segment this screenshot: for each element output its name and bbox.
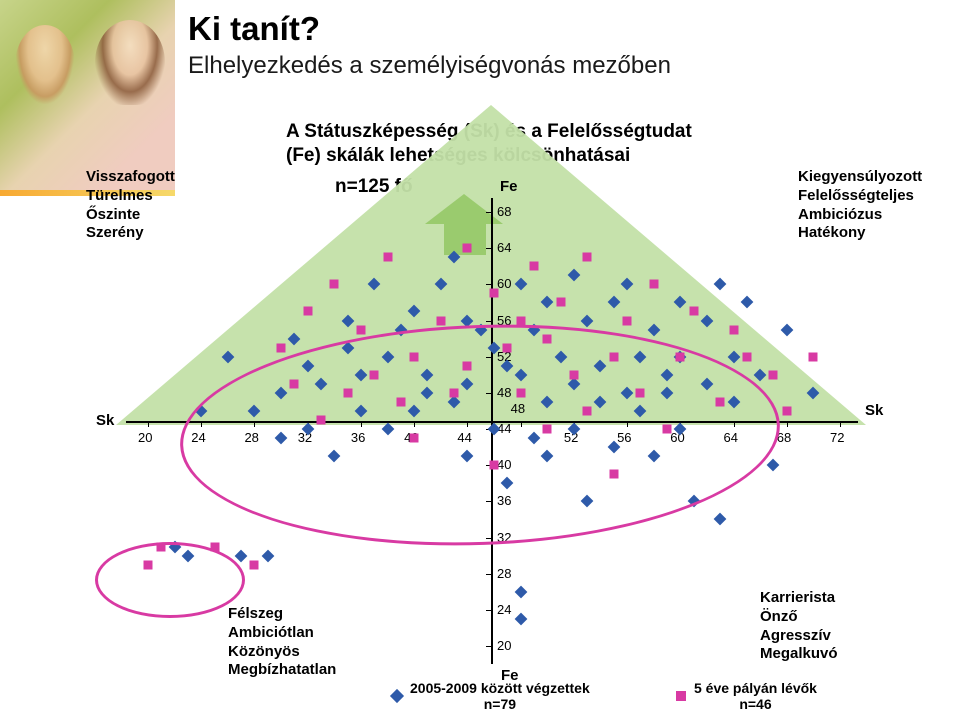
y-tick-label: 24 — [497, 602, 511, 617]
quadrant-term: Ambiciótlan — [228, 624, 336, 643]
x-tick-mark — [148, 421, 149, 427]
y-tick-label: 20 — [497, 638, 511, 653]
x-tick-label: 20 — [138, 430, 152, 445]
y-tick-mark — [486, 610, 492, 611]
axis-label: Sk — [96, 412, 114, 429]
data-point — [556, 298, 565, 307]
data-point — [514, 585, 527, 598]
data-point — [514, 613, 527, 626]
y-tick-label: 60 — [497, 276, 511, 291]
data-point — [623, 316, 632, 325]
data-point — [649, 280, 658, 289]
data-point — [729, 325, 738, 334]
highlight-ellipse — [95, 542, 245, 618]
page-subtitle: Elhelyezkedés a személyiségvonás mezőben — [188, 52, 671, 80]
y-tick-mark — [486, 212, 492, 213]
data-point — [769, 370, 778, 379]
quadrant-term: Közönyös — [228, 643, 336, 662]
quadrant-term: Agresszív — [760, 627, 838, 646]
axis-label: Fe — [500, 178, 518, 195]
legend-item: 2005-2009 között végzettekn=79 — [392, 680, 590, 712]
y-tick-mark — [486, 284, 492, 285]
legend-item: 5 éve pályán lévőkn=46 — [676, 680, 817, 712]
x-tick-mark — [787, 421, 788, 427]
quadrant-term: Félszeg — [228, 605, 336, 624]
quadrant-term: Megalkuvó — [760, 645, 838, 664]
page-title: Ki tanít? — [188, 10, 320, 48]
quadrant-term: Karrierista — [760, 589, 838, 608]
data-point — [490, 289, 499, 298]
data-point — [261, 549, 274, 562]
data-point — [235, 549, 248, 562]
data-point — [529, 262, 538, 271]
quadrant-term: Önző — [760, 608, 838, 627]
data-point — [356, 325, 365, 334]
y-tick-mark — [486, 248, 492, 249]
quadrant-label-bottom-left: FélszegAmbiciótlanKözönyösMegbízhatatlan — [228, 605, 336, 680]
data-point — [809, 352, 818, 361]
data-point — [277, 343, 286, 352]
legend-marker-icon — [390, 689, 404, 703]
data-point — [303, 307, 312, 316]
data-point — [436, 316, 445, 325]
data-point — [782, 406, 791, 415]
legend-label: 5 éve pályán lévőkn=46 — [694, 680, 817, 712]
data-point — [250, 560, 259, 569]
data-point — [742, 352, 751, 361]
data-point — [463, 244, 472, 253]
quadrant-label-bottom-right: KarrieristaÖnzőAgresszívMegalkuvó — [760, 589, 838, 664]
data-point — [767, 459, 780, 472]
y-tick-mark — [486, 574, 492, 575]
y-tick-label: 64 — [497, 240, 511, 255]
data-point — [330, 280, 339, 289]
y-tick-mark — [486, 321, 492, 322]
data-point — [689, 307, 698, 316]
legend-label: 2005-2009 között végzettekn=79 — [410, 680, 590, 712]
x-tick-mark — [840, 421, 841, 427]
y-tick-mark — [486, 646, 492, 647]
legend-marker-icon — [676, 691, 686, 701]
axis-label: Sk — [865, 402, 883, 419]
quadrant-term: Megbízhatatlan — [228, 661, 336, 680]
y-tick-label: 28 — [497, 566, 511, 581]
data-point — [714, 513, 727, 526]
y-tick-label: 68 — [497, 204, 511, 219]
data-point — [383, 253, 392, 262]
data-point — [583, 253, 592, 262]
x-tick-label: 72 — [830, 430, 844, 445]
